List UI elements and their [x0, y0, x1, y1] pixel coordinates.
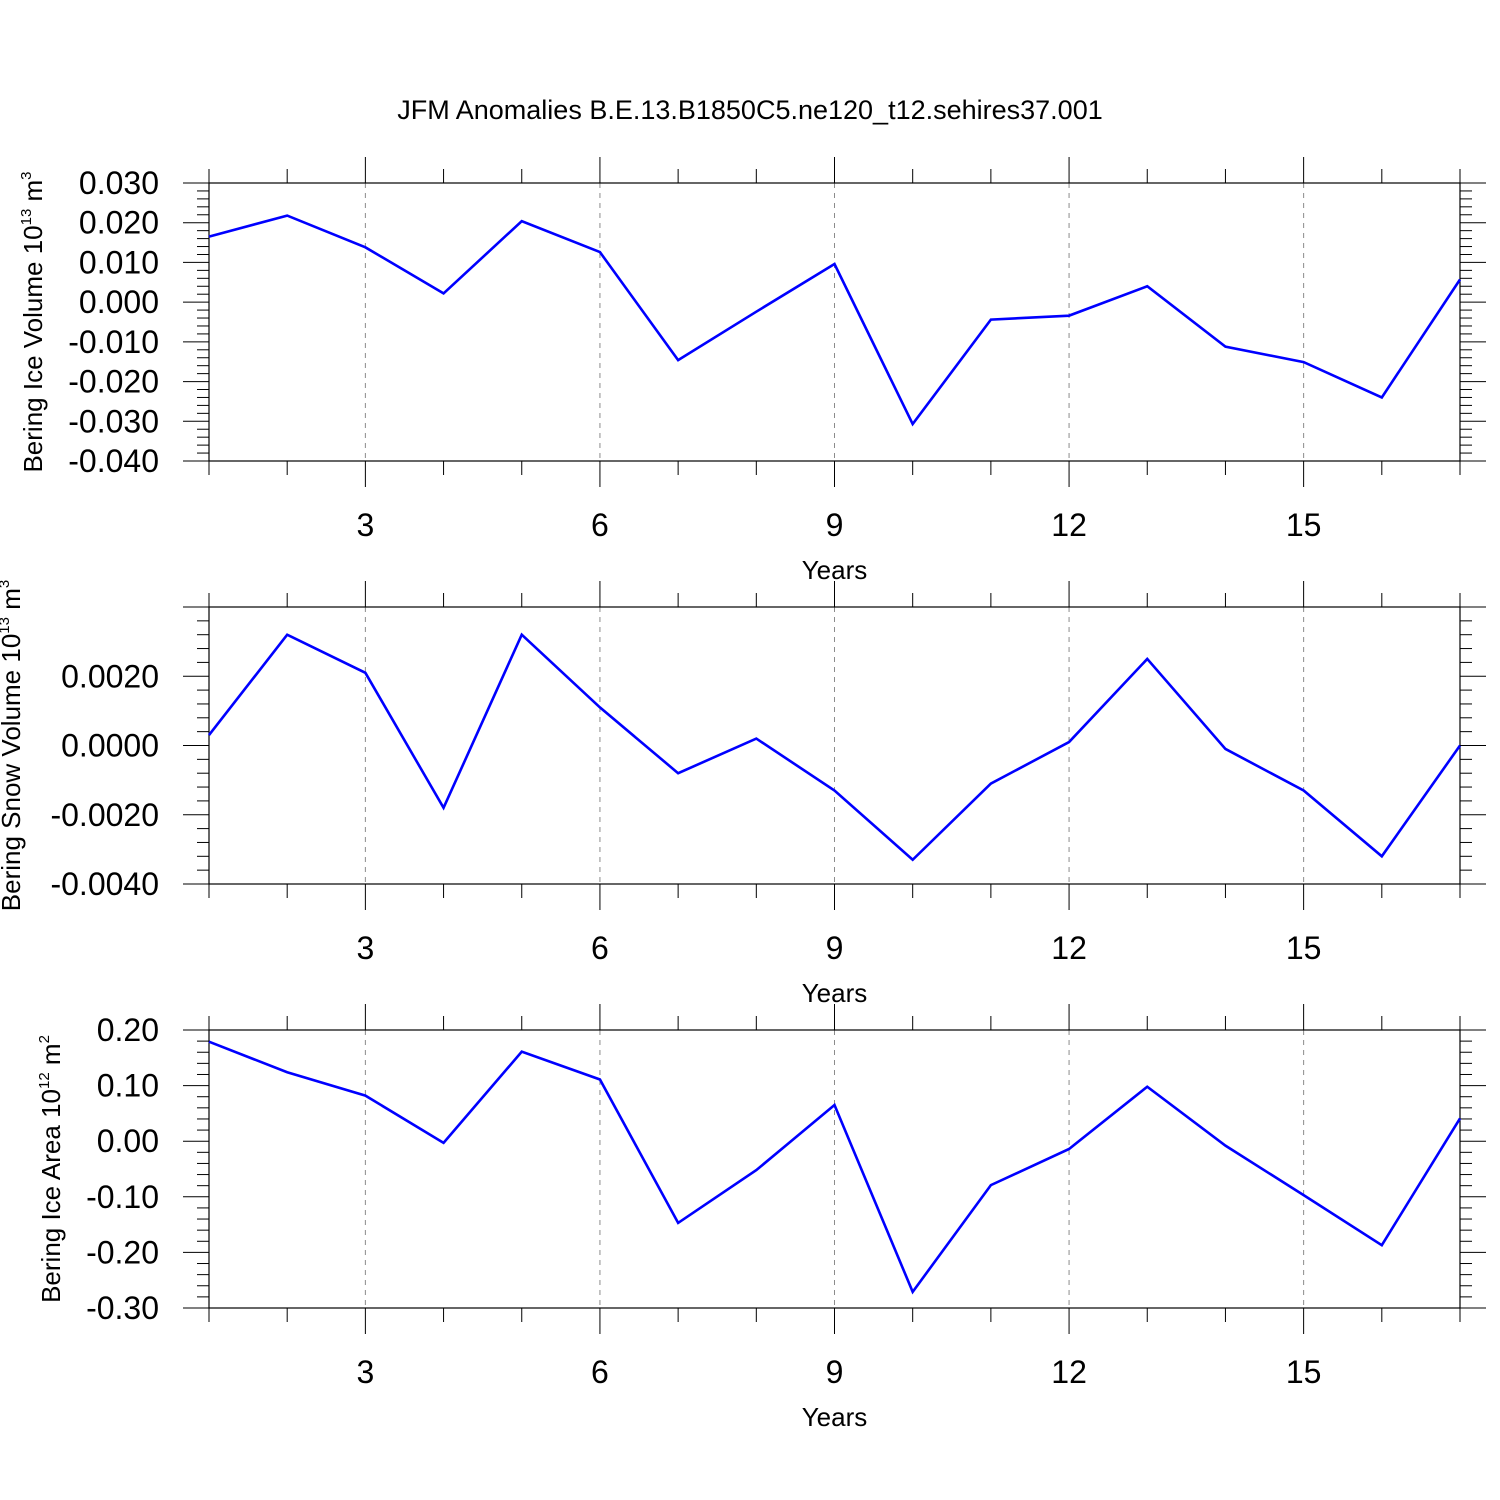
x-tick-label: 9: [826, 930, 844, 966]
y-axis-label-unit: m: [18, 180, 48, 209]
y-axis-label-unit-exponent: 2: [36, 1035, 53, 1043]
y-tick-label: 0.030: [79, 165, 159, 201]
y-tick-label: 0.020: [79, 205, 159, 241]
plot-frame: [208, 182, 1461, 462]
chart-panel-2: -0.0040 -0.0020 0.0000 0.0020 3 6 9 12 15 Years Be…: [0, 580, 1486, 1008]
x-tick-label: 3: [356, 930, 374, 966]
y-axis-label-text: Bering Ice Volume 10: [18, 225, 48, 472]
x-tick-label: 15: [1286, 930, 1322, 966]
y-tick-label: -0.20: [86, 1234, 159, 1270]
series-line: [208, 1040, 1462, 1295]
y-axis-label-unit: m: [36, 1043, 66, 1072]
y-tick-label: -0.30: [86, 1290, 159, 1326]
series-line: [208, 214, 1462, 427]
y-tick-label: -0.040: [68, 443, 159, 479]
y-axis-label-text: Bering Ice Area 10: [36, 1089, 66, 1303]
y-tick-label: 0.010: [79, 244, 159, 280]
x-tick-label: 6: [591, 930, 609, 966]
y-axis-label-unit: m: [0, 588, 26, 617]
y-tick-label: -0.030: [68, 403, 159, 439]
y-tick-label: -0.010: [68, 324, 159, 360]
x-tick-label: 6: [591, 507, 609, 543]
y-axis-label: Bering Snow Volume 1013 m3: [0, 580, 26, 911]
x-axis-label: Years: [802, 1402, 868, 1432]
y-tick-label: 0.0000: [61, 728, 159, 764]
x-tick-label: 9: [826, 1354, 844, 1390]
x-tick-label: 12: [1051, 507, 1087, 543]
x-tick-label: 9: [826, 507, 844, 543]
y-tick-label: 0.000: [79, 284, 159, 320]
y-axis-label-unit-exponent: 3: [0, 580, 13, 588]
y-axis-label-exponent: 12: [36, 1072, 53, 1089]
x-tick-label: 15: [1286, 1354, 1322, 1390]
page-title: JFM Anomalies B.E.13.B1850C5.ne120_t12.s…: [397, 95, 1102, 125]
y-axis-label-unit-exponent: 3: [18, 171, 35, 179]
x-tick-label: 3: [356, 1354, 374, 1390]
x-tick-label: 15: [1286, 507, 1322, 543]
y-tick-label: -0.0040: [50, 866, 159, 902]
y-axis-label-text: Bering Snow Volume 10: [0, 634, 26, 912]
y-tick-label: 0.00: [97, 1123, 159, 1159]
x-axis-label: Years: [802, 978, 868, 1008]
y-tick-label: -0.10: [86, 1179, 159, 1215]
x-tick-label: 12: [1051, 1354, 1087, 1390]
x-axis-label: Years: [802, 555, 868, 585]
y-axis-label: Bering Ice Area 1012 m2: [36, 1035, 66, 1303]
y-tick-label: -0.020: [68, 364, 159, 400]
x-tick-label: 12: [1051, 930, 1087, 966]
series-line: [207, 632, 1462, 862]
y-tick-label: -0.0020: [50, 797, 159, 833]
plot-frame: [208, 1029, 1461, 1309]
y-tick-label: 0.10: [97, 1068, 159, 1104]
chart-panel-3: -0.30 -0.20 -0.10 0.00 0.10 0.20 3 6 9 12 15 Years B…: [36, 1004, 1486, 1432]
y-tick-label: 0.0020: [61, 658, 159, 694]
y-axis-label-exponent: 13: [18, 209, 35, 226]
y-axis-label: Bering Ice Volume 1013 m3: [18, 171, 48, 472]
y-tick-label: 0.20: [97, 1012, 159, 1048]
x-tick-label: 6: [591, 1354, 609, 1390]
y-axis-label-exponent: 13: [0, 617, 13, 634]
x-tick-label: 3: [356, 507, 374, 543]
